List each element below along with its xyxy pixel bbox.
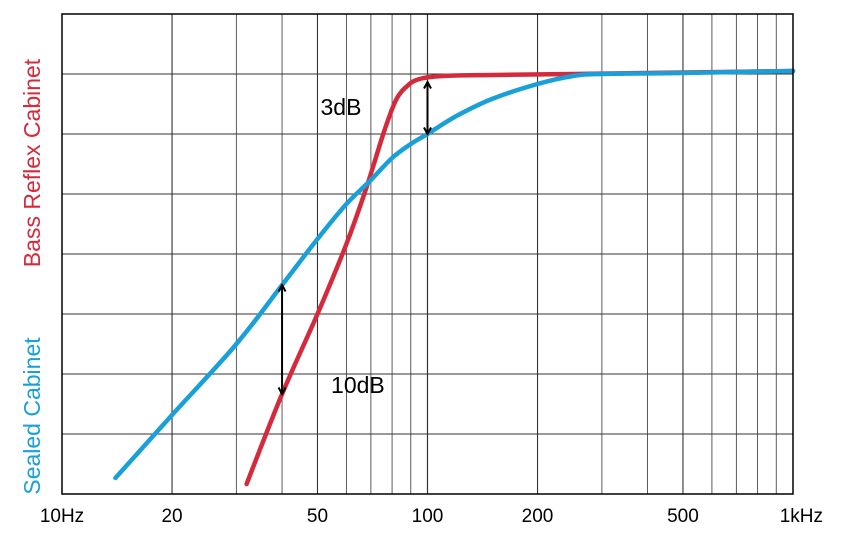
series-line-sealed-cabinet: [113, 68, 796, 481]
x-tick-labels: 10Hz 20 50 100 200 500 1kHz: [40, 506, 823, 527]
annotation-layer: 3dB 10dB: [282, 82, 427, 398]
series-layer: [113, 68, 796, 487]
annotation-label: 3dB: [321, 94, 362, 120]
x-tick-label: 100: [412, 506, 444, 527]
x-tick-label: 20: [161, 506, 182, 527]
x-tick-label: 500: [667, 506, 699, 527]
x-tick-label: 50: [307, 506, 328, 527]
x-tick-label: 200: [522, 506, 554, 527]
y-label-sealed: Sealed Cabinet: [19, 337, 45, 495]
y-axis-labels: Bass Reflex Cabinet Sealed Cabinet: [19, 58, 45, 494]
x-tick-label: 1kHz: [780, 506, 823, 527]
plot-frame: [61, 13, 794, 495]
annotation-label: 10dB: [331, 372, 385, 398]
y-label-bass-reflex: Bass Reflex Cabinet: [19, 58, 45, 267]
x-tick-label: 10Hz: [40, 506, 84, 527]
